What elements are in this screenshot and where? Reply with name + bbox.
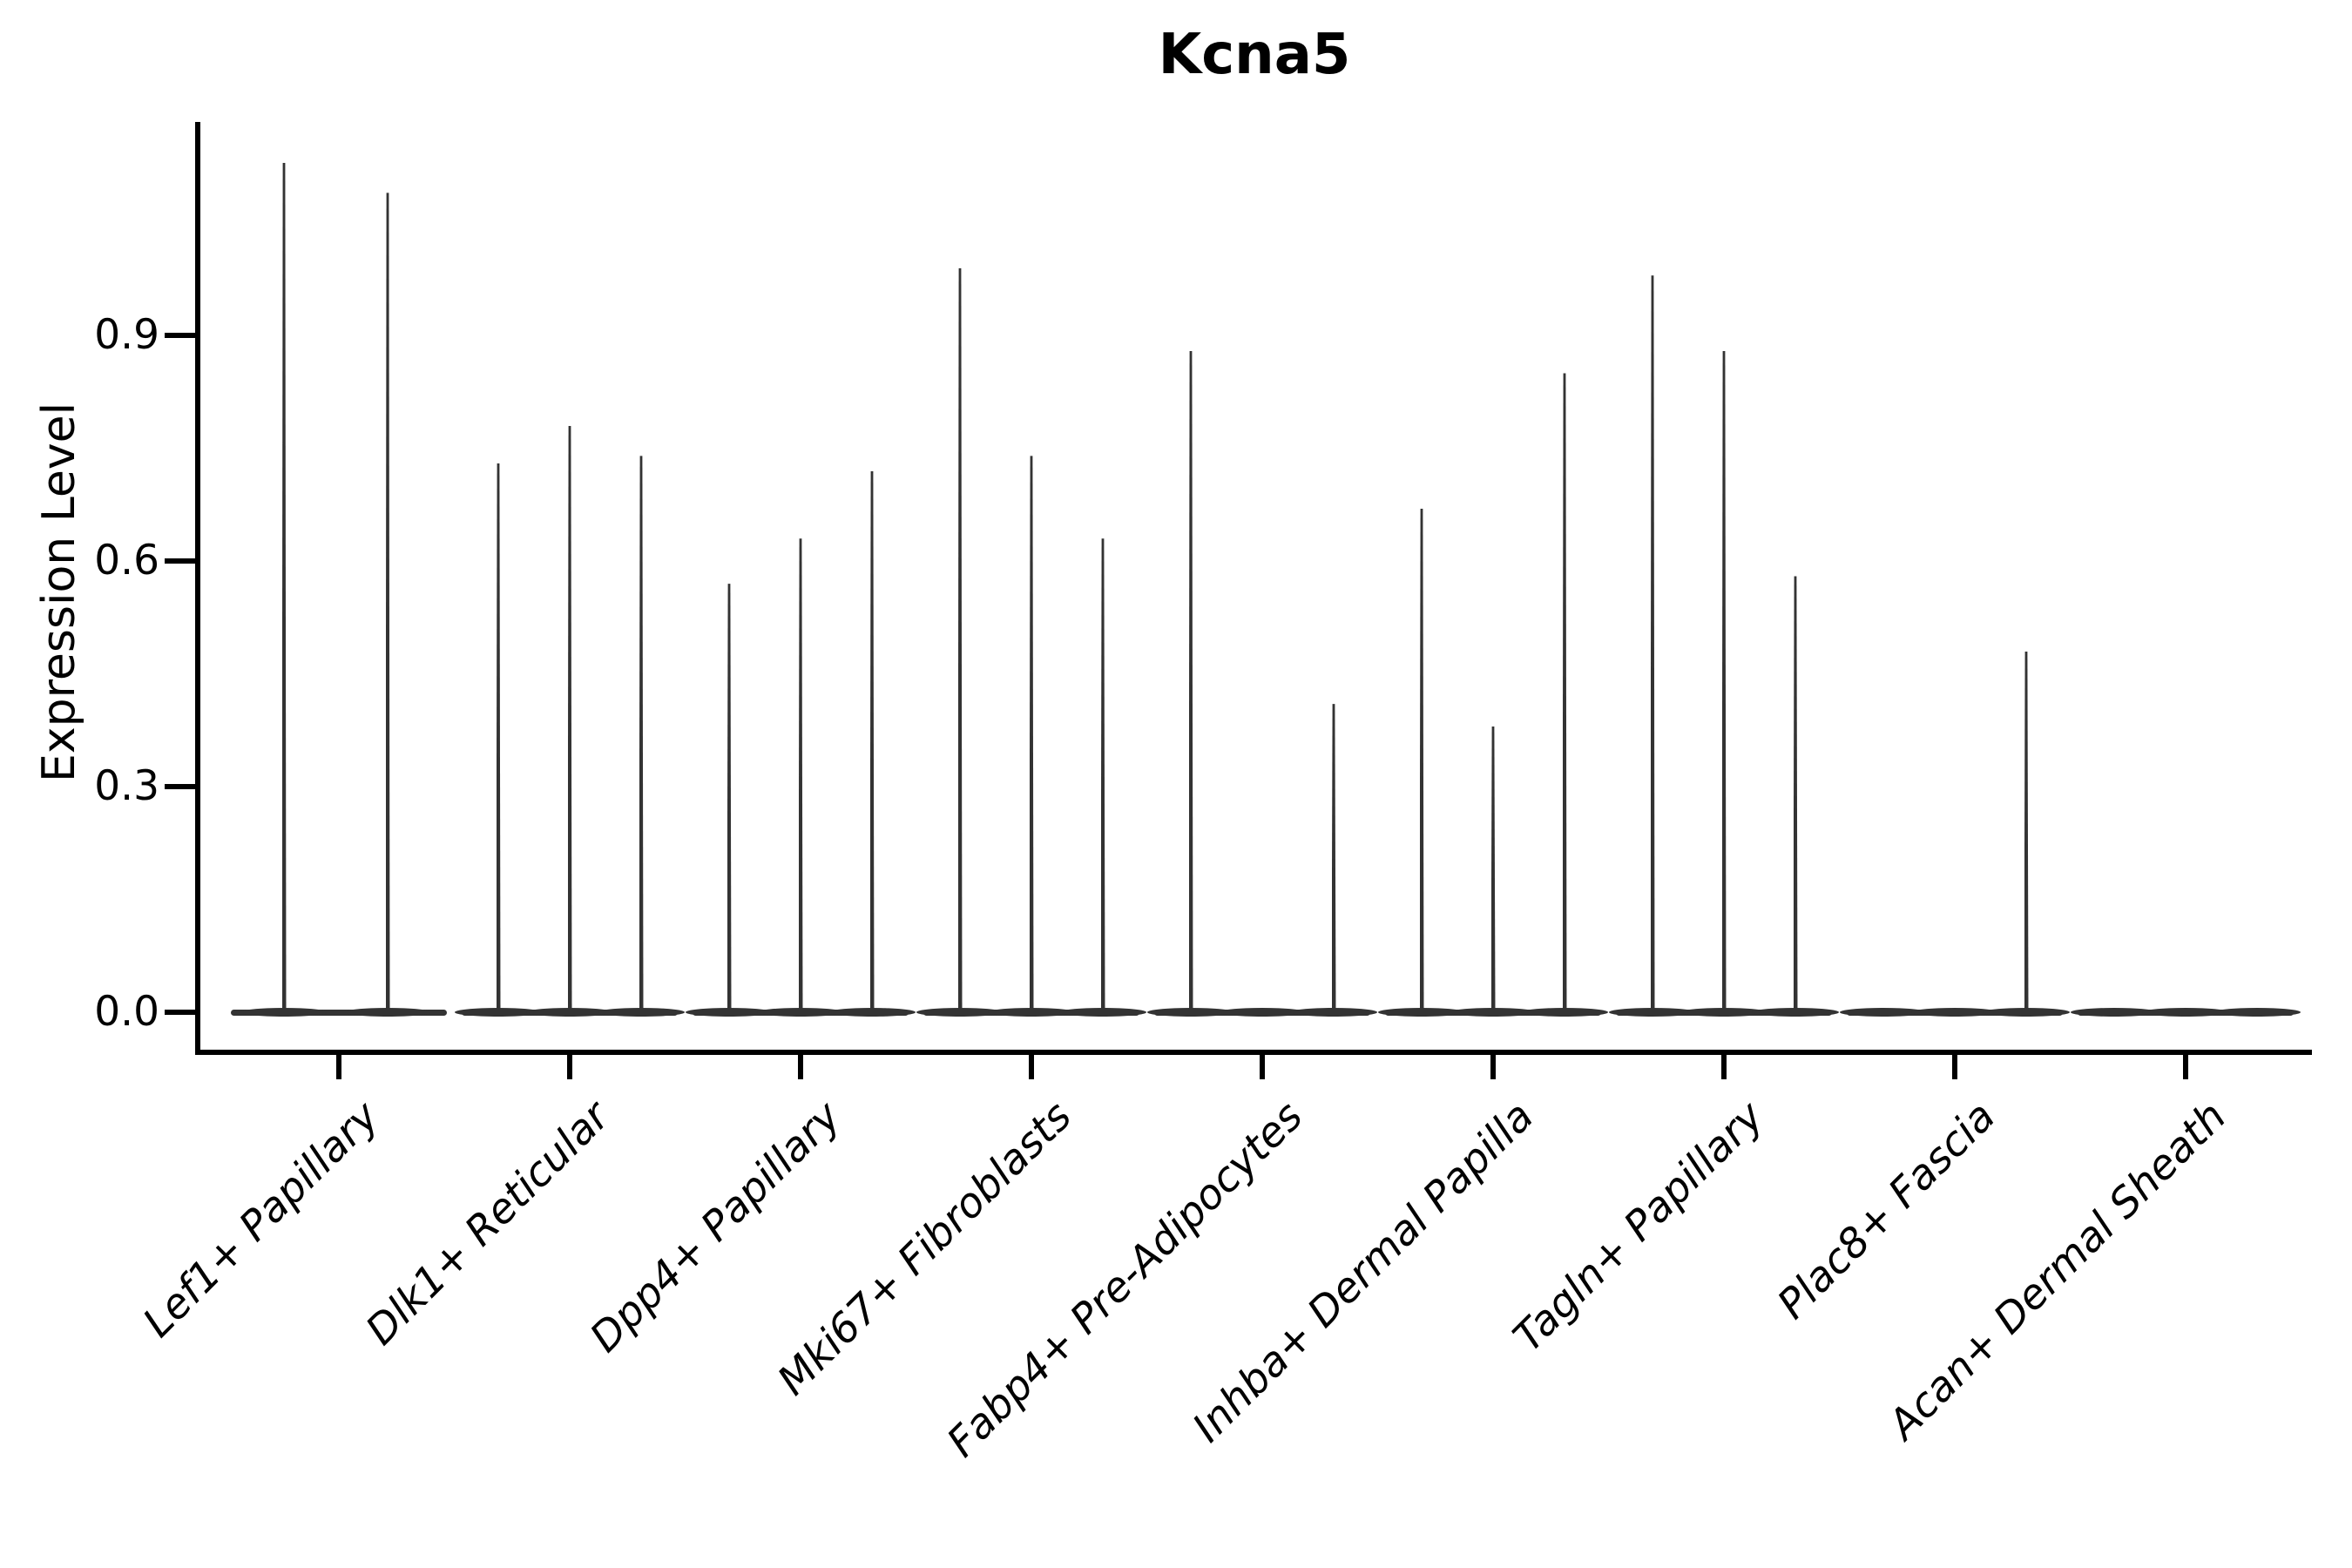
y-tick-mark: [165, 1010, 196, 1015]
violin-spike: [1419, 508, 1424, 1012]
violin-spike: [1793, 576, 1798, 1012]
x-tick-label-lef1-papillary: Lef1+ Papillary: [133, 1092, 389, 1348]
x-tick-mark: [1029, 1055, 1034, 1079]
x-tick-label-dlk1-reticular: Dlk1+ Reticular: [356, 1092, 619, 1355]
violin-baseline: [231, 1010, 447, 1016]
violin-zero-density: [1840, 1008, 1927, 1017]
x-tick-mark: [336, 1055, 341, 1079]
violin-zero-density: [344, 1008, 431, 1017]
y-tick-mark: [165, 784, 196, 790]
y-tick-label-0.3: 0.3: [94, 762, 159, 810]
violin-spike: [957, 267, 963, 1012]
violin-zero-density: [1059, 1008, 1146, 1017]
violin-spike: [869, 470, 875, 1012]
chart-title: Kcna5: [1158, 23, 1351, 87]
x-tick-mark: [1260, 1055, 1265, 1079]
violin-zero-density: [1609, 1008, 1696, 1017]
violin-spike: [1721, 350, 1727, 1012]
x-tick-label-plac8-fascia: Plac8+ Fascia: [1767, 1092, 2004, 1329]
violin-zero-density: [1983, 1008, 2070, 1017]
violin-zero-density: [598, 1008, 685, 1017]
y-axis-spine: [195, 122, 200, 1055]
violin-spike: [496, 463, 501, 1012]
violin-zero-density: [757, 1008, 844, 1017]
violin-spike: [727, 584, 732, 1012]
violin-zero-density: [988, 1008, 1075, 1017]
y-tick-mark: [165, 333, 196, 339]
violin-zero-density: [1680, 1008, 1767, 1017]
violin-zero-density: [686, 1008, 773, 1017]
y-tick-label-0.6: 0.6: [94, 537, 159, 585]
x-tick-mark: [1952, 1055, 1957, 1079]
violin-spike: [1188, 350, 1193, 1012]
violin-spike: [2024, 651, 2029, 1012]
violin-zero-density: [240, 1008, 328, 1017]
x-tick-mark: [1490, 1055, 1496, 1079]
y-tick-label-0.0: 0.0: [94, 988, 159, 1036]
violin-zero-density: [1521, 1008, 1608, 1017]
violin-zero-density: [1378, 1008, 1465, 1017]
violin-spike: [639, 456, 644, 1012]
x-tick-mark: [2183, 1055, 2188, 1079]
violin-spike: [1331, 704, 1336, 1012]
violin-spike: [1029, 456, 1034, 1012]
violin-zero-density: [1450, 1008, 1537, 1017]
violin-spike: [1562, 373, 1567, 1012]
violin-zero-density: [2142, 1008, 2229, 1017]
x-axis-spine: [195, 1050, 2312, 1055]
y-tick-label-0.9: 0.9: [94, 311, 159, 359]
violin-spike: [1100, 538, 1105, 1012]
violin-spike: [385, 193, 390, 1012]
violin-spike: [567, 425, 572, 1012]
violin-zero-density: [455, 1008, 542, 1017]
x-tick-label-tagln-papillary: Tagln+ Papillary: [1504, 1092, 1774, 1362]
x-tick-mark: [798, 1055, 803, 1079]
x-tick-mark: [567, 1055, 572, 1079]
violin-spike: [1490, 727, 1496, 1012]
x-tick-mark: [1721, 1055, 1727, 1079]
violin-zero-density: [828, 1008, 916, 1017]
violin-zero-density: [526, 1008, 613, 1017]
y-axis-label: Expression Level: [33, 402, 85, 782]
violin-zero-density: [1147, 1008, 1234, 1017]
violin-zero-density: [1752, 1008, 1839, 1017]
violin-spike: [798, 538, 803, 1012]
violin-zero-density: [1219, 1008, 1306, 1017]
violin-zero-density: [2071, 1008, 2158, 1017]
x-tick-label-dpp4-papillary: Dpp4+ Papillary: [580, 1092, 850, 1362]
violin-zero-density: [916, 1008, 1004, 1017]
y-tick-mark: [165, 558, 196, 564]
violin-spike: [1650, 275, 1655, 1012]
violin-zero-density: [1290, 1008, 1377, 1017]
violin-zero-density: [2213, 1008, 2301, 1017]
violin-spike: [281, 162, 287, 1012]
violin-zero-density: [1911, 1008, 1998, 1017]
